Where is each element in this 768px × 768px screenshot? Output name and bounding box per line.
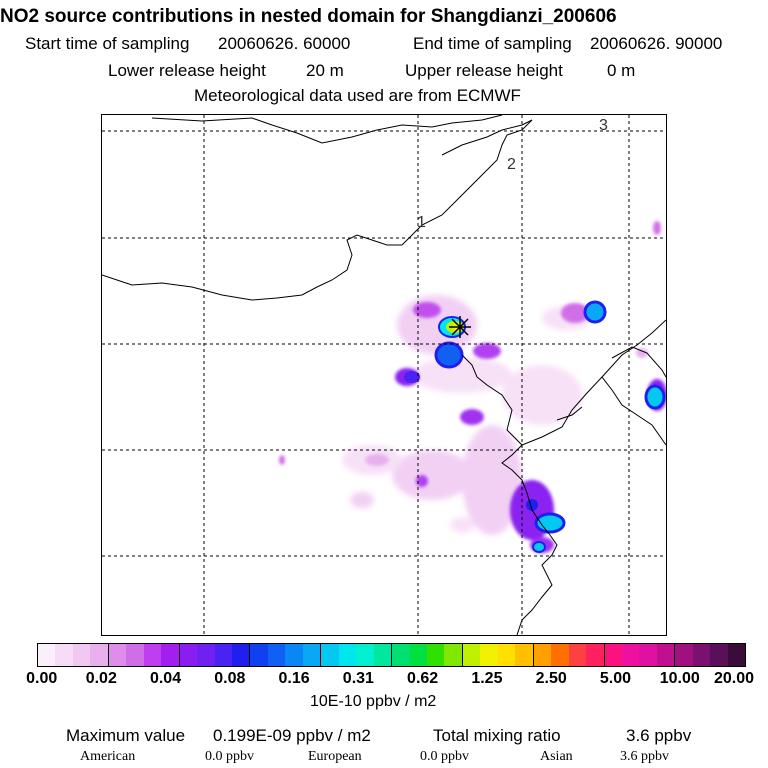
colorbar — [37, 643, 746, 667]
colorbar-swatch — [179, 644, 198, 666]
colorbar-swatch — [108, 644, 127, 666]
region-european-name: European — [308, 749, 362, 764]
lower-release-label: Lower release height — [108, 61, 266, 80]
colorbar-tick-label: 2.50 — [535, 670, 567, 687]
colorbar-swatch — [356, 644, 374, 666]
colorbar-swatch — [533, 644, 552, 666]
colorbar-tick-label: 0.31 — [342, 670, 374, 687]
end-time-label: End time of sampling — [413, 34, 572, 53]
colorbar-swatch — [302, 644, 322, 666]
concentration-map: 1 2 3 — [101, 114, 667, 636]
colorbar-swatch — [214, 644, 232, 666]
colorbar-swatch — [321, 644, 339, 666]
meteo-source: Meteorological data used are from ECMWF — [194, 86, 521, 105]
region-american-name: American — [80, 749, 136, 764]
max-value: 0.199E-09 ppbv / m2 — [213, 726, 371, 745]
colorbar-swatch — [462, 644, 481, 666]
colorbar-swatch — [497, 644, 516, 666]
colorbar-swatch — [675, 644, 693, 666]
colorbar-swatch — [586, 644, 605, 666]
colorbar-tick-label: 10.00 — [659, 670, 700, 687]
grid-label-1: 1 — [417, 214, 426, 231]
colorbar-swatch — [126, 644, 144, 666]
region-european-value: 0.0 ppbv — [420, 749, 469, 764]
lower-release-value: 20 m — [306, 61, 344, 80]
colorbar-swatch — [515, 644, 534, 666]
colorbar-swatch — [250, 644, 268, 666]
colorbar-swatch — [161, 644, 180, 666]
colorbar-swatch — [267, 644, 286, 666]
region-asian-name: Asian — [540, 749, 573, 764]
region-asian-value: 3.6 ppbv — [620, 749, 669, 764]
colorbar-swatch — [656, 644, 676, 666]
colorbar-swatch — [444, 644, 463, 666]
colorbar-tick-label: 0.00 — [26, 670, 58, 687]
colorbar-swatch — [710, 644, 728, 666]
grid-lines — [102, 115, 666, 635]
upper-release-label: Upper release height — [405, 61, 563, 80]
colorbar-swatch — [727, 644, 745, 666]
colorbar-swatch — [392, 644, 410, 666]
total-mixing-value: 3.6 ppbv — [626, 726, 692, 745]
grid-label-2: 2 — [507, 156, 516, 173]
colorbar-tick-label: 0.04 — [149, 670, 182, 687]
colorbar-swatch — [604, 644, 622, 666]
colorbar-tick-label: 5.00 — [599, 670, 632, 687]
colorbar-swatch — [480, 644, 498, 666]
end-time-value: 20060626. 90000 — [590, 34, 723, 53]
colorbar-swatch — [197, 644, 215, 666]
colorbar-swatch — [285, 644, 303, 666]
colorbar-swatch — [373, 644, 393, 666]
colorbar-swatch — [38, 644, 56, 666]
colorbar-swatch — [231, 644, 251, 666]
colorbar-tick-label: 1.25 — [471, 670, 503, 687]
colorbar-swatch — [639, 644, 657, 666]
colorbar-swatch — [692, 644, 711, 666]
total-mixing-label: Total mixing ratio — [433, 726, 561, 745]
start-time-value: 20060626. 60000 — [218, 34, 351, 53]
colorbar-swatch — [90, 644, 109, 666]
coastlines — [102, 115, 666, 635]
colorbar-swatch — [621, 644, 640, 666]
colorbar-units: 10E-10 ppbv / m2 — [310, 693, 437, 710]
colorbar-swatch — [426, 644, 445, 666]
colorbar-tick-label: 0.62 — [407, 670, 439, 687]
colorbar-tick-label: 0.08 — [214, 670, 246, 687]
colorbar-swatch — [72, 644, 91, 666]
region-american-value: 0.0 ppbv — [205, 749, 254, 764]
map-title: NO2 source contributions in nested domai… — [0, 6, 617, 27]
colorbar-swatch — [338, 644, 357, 666]
colorbar-tick-label: 0.16 — [278, 670, 310, 687]
receptor-star-marker — [449, 316, 471, 338]
colorbar-swatch — [409, 644, 427, 666]
colorbar-tick-label: 20.00 — [713, 670, 755, 687]
colorbar-swatch — [568, 644, 587, 666]
upper-release-value: 0 m — [607, 61, 636, 80]
colorbar-swatch — [143, 644, 162, 666]
max-value-label: Maximum value — [66, 726, 186, 745]
start-time-label: Start time of sampling — [25, 34, 190, 53]
colorbar-tick-label: 0.02 — [85, 670, 117, 687]
grid-label-3: 3 — [599, 117, 608, 134]
colorbar-swatch — [55, 644, 73, 666]
colorbar-swatch — [551, 644, 569, 666]
